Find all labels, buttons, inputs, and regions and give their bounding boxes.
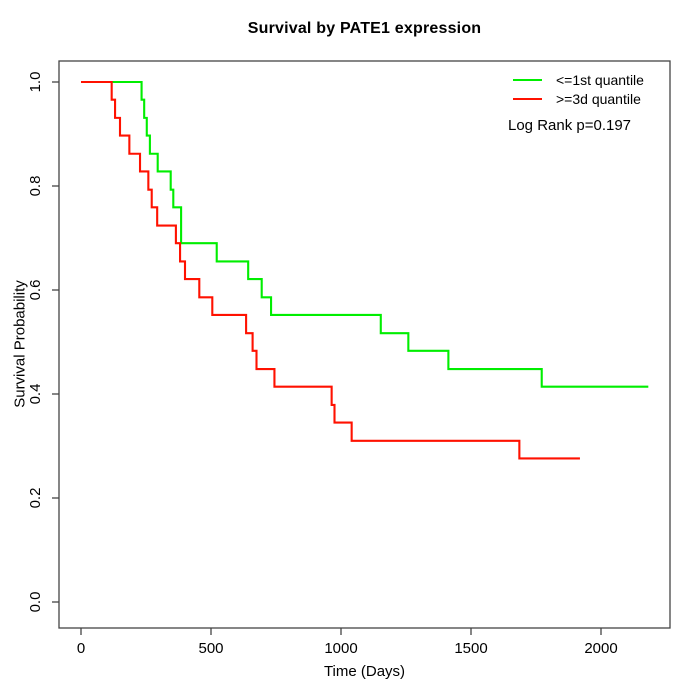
chart-title: Survival by PATE1 expression [247,20,482,37]
y-tick-label: 0.6 [27,280,44,301]
legend-line-swatch-green [513,78,542,81]
x-axis-title: Time (Days) [323,663,406,680]
y-tick-label: 0.8 [27,176,44,197]
y-tick-label: 0.0 [27,592,44,613]
legend-item-first-quantile: <=1st quantile [508,70,644,89]
y-tick-label: 0.2 [27,488,44,509]
km-curve-green [81,80,649,388]
legend-item-third-quantile: >=3d quantile [508,89,644,108]
x-tick-label: 0 [77,640,85,657]
y-axis-title: Survival Probability [11,280,29,408]
log-rank-pvalue: Log Rank p=0.197 [508,117,632,134]
y-tick-label: 1.0 [27,72,44,93]
y-tick-label: 0.4 [27,384,44,405]
x-tick-label: 2000 [584,640,617,657]
x-tick-label: 1000 [324,640,357,657]
legend-line-swatch-red [513,97,542,100]
legend-label-third-quantile: >=3d quantile [556,90,641,107]
x-tick-label: 1500 [454,640,487,657]
plot-box [58,60,671,629]
km-curve-red [81,80,580,460]
legend: <=1st quantile >=3d quantile Log Rank p=… [508,70,644,135]
x-tick-label: 500 [198,640,223,657]
legend-label-first-quantile: <=1st quantile [556,71,644,88]
